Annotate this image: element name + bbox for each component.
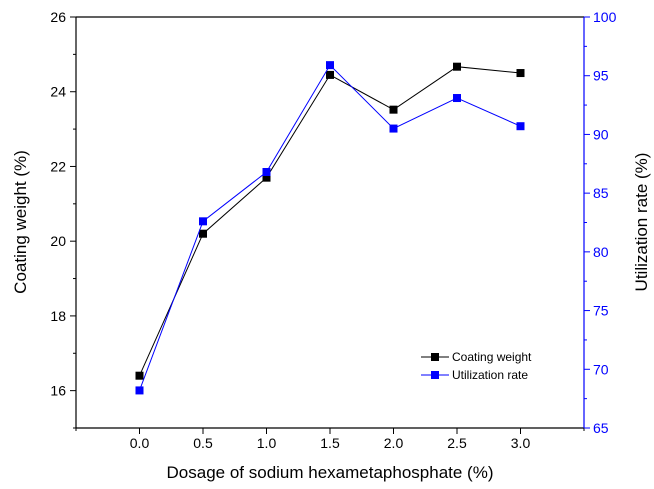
left-y-tick-label: 18 [50, 308, 66, 324]
data-point-coating-weight [326, 70, 334, 79]
x-axis-ticks: 0.0 0.5 1.0 1.5 2.0 2.5 3.0 [75, 428, 585, 451]
x-tick-label: 2.0 [384, 435, 404, 451]
legend-item-utilization-rate: Utilization rate [421, 368, 528, 382]
data-point-utilization-rate [516, 122, 525, 131]
right-y-axis-title: Utilization rate (%) [632, 153, 651, 292]
right-y-tick-label: 90 [593, 126, 609, 142]
data-point-coating-weight [516, 69, 525, 78]
x-tick-label: 2.5 [447, 435, 467, 451]
data-point-coating-weight [453, 62, 461, 71]
data-point-utilization-rate [199, 217, 207, 226]
data-point-utilization-rate [262, 168, 271, 177]
series-layer [135, 61, 525, 395]
series-line-coating-weight [139, 66, 521, 376]
legend-marker-utilization-rate [431, 371, 439, 379]
data-point-utilization-rate [135, 386, 144, 395]
series-line-utilization-rate [139, 64, 521, 391]
right-y-tick-label: 95 [593, 68, 609, 84]
data-point-coating-weight [262, 173, 271, 182]
legend: Coating weight Utilization rate [421, 350, 532, 382]
right-y-tick-label: 80 [593, 244, 609, 260]
data-point-utilization-rate [326, 61, 334, 70]
left-y-tick-label: 24 [50, 84, 66, 100]
right-y-tick-label: 75 [593, 303, 609, 319]
data-point-coating-weight [135, 371, 144, 380]
legend-label-coating-weight: Coating weight [452, 350, 532, 364]
legend-item-coating-weight: Coating weight [421, 350, 532, 364]
x-tick-label: 0.5 [193, 435, 213, 451]
right-y-axis-ticks: 65 70 75 80 85 90 95 100 [584, 9, 617, 436]
data-point-coating-weight [199, 229, 207, 238]
x-axis-title: Dosage of sodium hexametaphosphate (%) [167, 463, 494, 482]
left-y-tick-label: 16 [50, 383, 66, 399]
legend-label-utilization-rate: Utilization rate [452, 368, 528, 382]
right-y-tick-label: 85 [593, 185, 609, 201]
left-y-axis-title: Coating weight (%) [11, 150, 30, 294]
left-y-tick-label: 26 [50, 9, 66, 25]
x-tick-label: 1.5 [320, 435, 340, 451]
right-y-tick-label: 100 [593, 9, 617, 25]
data-point-utilization-rate [389, 124, 398, 133]
right-y-tick-label: 70 [593, 361, 609, 377]
left-y-tick-label: 20 [50, 233, 66, 249]
left-y-axis-ticks: 16 18 20 22 24 26 [50, 9, 76, 429]
x-tick-label: 3.0 [511, 435, 531, 451]
legend-marker-coating-weight [431, 353, 439, 361]
data-point-coating-weight [389, 105, 398, 114]
right-y-tick-label: 65 [593, 420, 609, 436]
x-tick-label: 1.0 [257, 435, 277, 451]
x-tick-label: 0.0 [130, 435, 150, 451]
data-point-utilization-rate [453, 94, 461, 103]
left-y-tick-label: 22 [50, 158, 66, 174]
